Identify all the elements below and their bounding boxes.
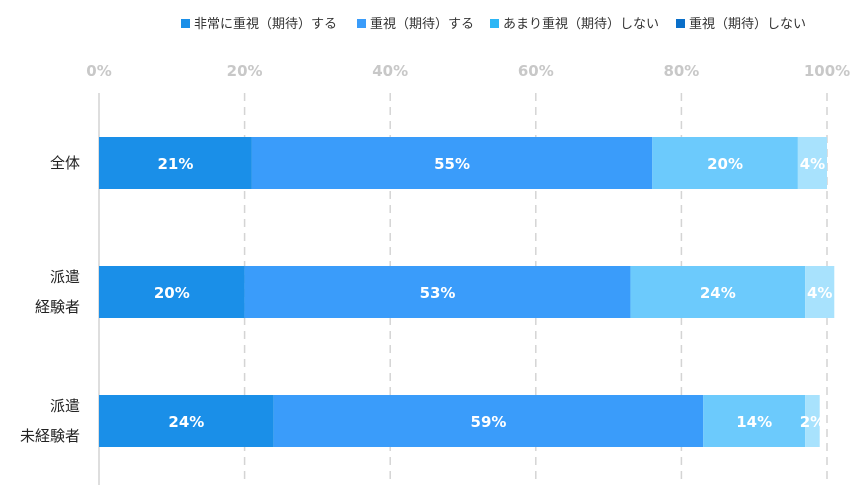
legend-label-0: 非常に重視（期待）する (194, 16, 337, 32)
x-tick-label-80: 80% (663, 62, 699, 80)
data-label-2-1: 59% (471, 413, 507, 431)
legend-label-1: 重視（期待）する (370, 16, 474, 32)
bar-1-1 (244, 266, 631, 318)
x-tick-label-100: 100% (804, 62, 850, 80)
x-tick-label-20: 20% (227, 62, 263, 80)
bars: 21% 55% 20% 4% 20% 53% 24% 4% 24% 59% 14% 2% (99, 137, 835, 447)
data-label-1-2: 24% (700, 284, 736, 302)
data-label-1-0: 20% (154, 284, 190, 302)
x-tick-label-60: 60% (518, 62, 554, 80)
category-label-1-0: 派遣 (50, 268, 80, 286)
chart-legend: 非常に重視（期待）する 重視（期待）する あまり重視（期待）しない 重視（期待）しない (181, 16, 806, 32)
legend-label-2: あまり重視（期待）しない (503, 16, 659, 32)
bar-1-3 (805, 266, 835, 318)
bar-2-1 (273, 395, 704, 447)
category-label-0-0: 全体 (50, 154, 80, 172)
data-label-0-2: 20% (707, 155, 743, 173)
category-label-2-0: 派遣 (50, 397, 80, 415)
data-label-0-3: 4% (800, 155, 825, 173)
bar-1-2 (630, 266, 806, 318)
bar-0-2 (652, 137, 798, 189)
data-label-2-2: 14% (736, 413, 772, 431)
data-label-2-3: 2% (800, 413, 825, 431)
bar-0-0 (99, 137, 252, 189)
bar-1-0 (99, 266, 245, 318)
data-label-0-1: 55% (434, 155, 470, 173)
bar-0-3 (797, 137, 827, 189)
data-label-0-0: 21% (157, 155, 193, 173)
x-axis-tick-labels: 0% 20% 40% 60% 80% 100% (86, 62, 850, 80)
bar-0-1 (251, 137, 653, 189)
bar-2-2 (703, 395, 806, 447)
category-label-1-1: 経験者 (35, 298, 80, 316)
data-label-2-0: 24% (168, 413, 204, 431)
data-label-1-3: 4% (807, 284, 832, 302)
legend-swatch-3 (676, 19, 685, 28)
category-label-2-1: 未経験者 (20, 427, 80, 445)
bar-2-3 (805, 395, 820, 447)
legend-swatch-2 (490, 19, 499, 28)
bar-2-0 (99, 395, 274, 447)
data-label-1-1: 53% (420, 284, 456, 302)
legend-label-3: 重視（期待）しない (689, 16, 806, 32)
x-tick-label-40: 40% (372, 62, 408, 80)
x-tick-label-0: 0% (86, 62, 111, 80)
legend-swatch-0 (181, 19, 190, 28)
legend-swatch-1 (357, 19, 366, 28)
